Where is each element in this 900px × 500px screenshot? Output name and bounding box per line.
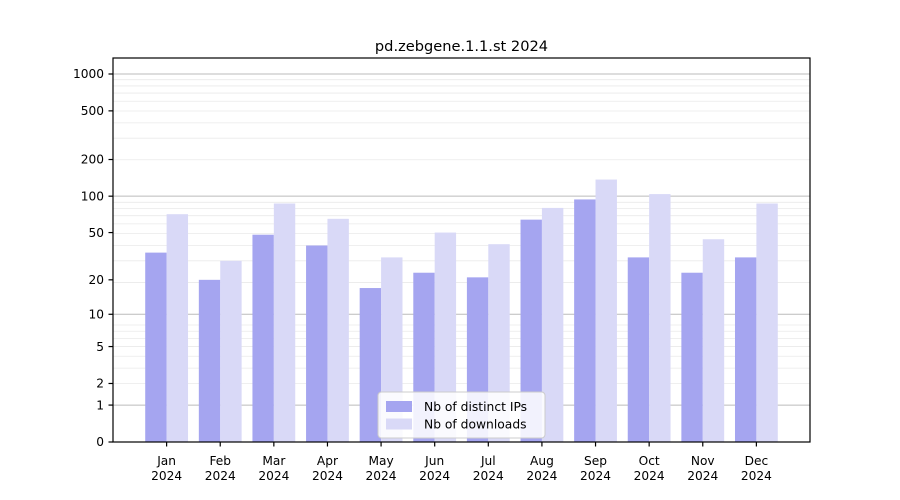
bar-downloads-nov (702, 239, 725, 442)
x-tick-label-month: Oct (639, 454, 660, 468)
x-tick-label-month: Dec (745, 454, 769, 468)
x-tick-label-year: 2024 (473, 469, 504, 483)
bar-distinct-ips-jan (145, 252, 167, 442)
y-tick-label: 200 (81, 153, 104, 167)
bar-distinct-ips-aug (520, 219, 542, 442)
x-tick-label-year: 2024 (151, 469, 182, 483)
y-tick-label: 10 (88, 307, 104, 321)
x-tick-label-month: May (368, 454, 393, 468)
bar-distinct-ips-dec (734, 257, 757, 442)
x-tick-label-year: 2024 (687, 469, 718, 483)
legend-label-distinct-ips: Nb of distinct IPs (424, 400, 527, 414)
chart-title: pd.zebgene.1.1.st 2024 (375, 38, 548, 55)
y-tick-label: 0 (96, 435, 104, 449)
legend-swatch-distinct-ips (386, 401, 412, 412)
bars (145, 179, 778, 442)
x-tick-label-month: Sep (584, 454, 607, 468)
y-axis: 0 1 2 5 10 20 50 100 200 500 1000 (73, 67, 113, 449)
bar-downloads-feb (220, 260, 242, 442)
y-tick-label: 2 (96, 377, 104, 391)
x-axis: Jan2024Feb2024Mar2024Apr2024May2024Jun20… (151, 442, 772, 483)
x-tick-label-month: Feb (209, 454, 231, 468)
x-tick-label-year: 2024 (419, 469, 450, 483)
x-tick-label-month: Nov (691, 454, 715, 468)
legend-box (377, 391, 546, 439)
bar-downloads-mar (273, 203, 296, 442)
bar-downloads-aug (541, 207, 564, 442)
bar-distinct-ips-sep (574, 199, 596, 442)
x-tick-label-year: 2024 (580, 469, 611, 483)
bar-downloads-sep (595, 179, 617, 442)
bar-downloads-jun (434, 232, 457, 442)
bar-distinct-ips-nov (681, 272, 703, 442)
plot-border (112, 57, 811, 443)
y-tick-label: 1000 (73, 67, 104, 81)
y-tick-label: 1 (96, 398, 104, 412)
bar-downloads-apr (327, 218, 349, 442)
x-tick-label-month: Mar (262, 454, 286, 468)
legend-label-downloads: Nb of downloads (424, 418, 527, 432)
bar-distinct-ips-mar (252, 234, 274, 442)
x-tick-label-year: 2024 (366, 469, 397, 483)
x-tick-label-year: 2024 (741, 469, 772, 483)
bar-downloads-oct (649, 194, 671, 442)
x-tick-label-year: 2024 (526, 469, 557, 483)
bar-downloads-dec (756, 203, 778, 442)
bar-downloads-jan (166, 214, 189, 442)
x-tick-label-month: Jul (480, 454, 496, 468)
bar-distinct-ips-apr (306, 245, 328, 442)
y-tick-label: 100 (81, 189, 104, 203)
bar-distinct-ips-feb (198, 279, 221, 442)
x-tick-label-month: Jun (424, 454, 444, 468)
legend-swatch-downloads (386, 418, 412, 430)
bar-distinct-ips-may (359, 288, 382, 442)
y-tick-label: 5 (96, 340, 104, 354)
y-tick-label: 500 (81, 104, 104, 118)
y-tick-label: 20 (88, 273, 104, 287)
x-tick-label-month: Aug (530, 454, 554, 468)
x-tick-label-year: 2024 (312, 469, 343, 483)
x-tick-label-year: 2024 (258, 469, 289, 483)
x-tick-label-month: Jan (156, 454, 176, 468)
x-tick-label-year: 2024 (205, 469, 236, 483)
bar-distinct-ips-oct (627, 257, 650, 442)
y-tick-label: 50 (88, 226, 104, 240)
x-tick-label-month: Apr (317, 454, 339, 468)
legend: Nb of distinct IPs Nb of downloads (377, 391, 546, 439)
x-tick-label-year: 2024 (634, 469, 665, 483)
